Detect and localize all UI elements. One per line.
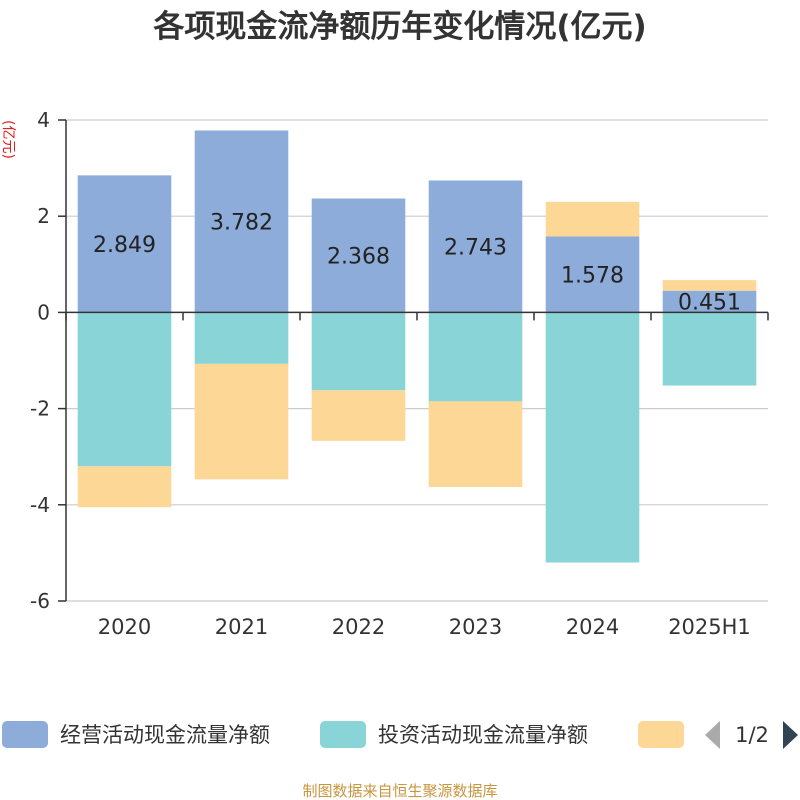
source-note: 制图数据来自恒生聚源数据库 — [302, 782, 497, 800]
x-tick-label: 2025H1 — [668, 615, 751, 639]
legend-swatch-third[interactable] — [638, 721, 684, 748]
bar-series-2-2023[interactable] — [428, 401, 523, 488]
data-label: 2.743 — [444, 235, 507, 260]
bar-series-0-2020[interactable] — [77, 175, 172, 313]
bar-series-0-2022[interactable] — [311, 198, 406, 313]
chart-title: 各项现金流净额历年变化情况(亿元) — [152, 9, 646, 45]
x-tick-label: 2021 — [215, 615, 268, 639]
bar-series-2-2022[interactable] — [311, 390, 406, 441]
bar-series-0-2021[interactable] — [194, 130, 289, 313]
bar-series-1-2021[interactable] — [194, 312, 289, 364]
data-labels-layer: 2.849 3.782 2.368 2.743 1.578 0.451 — [93, 210, 741, 315]
y-axis-unit-label: (亿元) — [0, 120, 16, 159]
bar-series-1-2022[interactable] — [311, 312, 406, 391]
bar-series-0-2023[interactable] — [428, 180, 523, 313]
x-tick-label: 2020 — [98, 615, 151, 639]
y-tick-label: -4 — [30, 493, 50, 517]
legend-label-operating[interactable]: 经营活动现金流量净额 — [60, 723, 270, 747]
y-tick-label: -2 — [30, 397, 50, 421]
data-label: 3.782 — [210, 210, 273, 235]
bar-series-2-2025H1[interactable] — [662, 280, 757, 291]
bar-series-2-2020[interactable] — [77, 466, 172, 508]
bar-series-1-2025H1[interactable] — [662, 312, 757, 386]
x-tick-label: 2023 — [449, 615, 502, 639]
bar-series-2-2024[interactable] — [545, 201, 640, 237]
legend-swatch-operating[interactable] — [2, 721, 48, 748]
data-label: 1.578 — [561, 263, 624, 288]
legend-label-investing[interactable]: 投资活动现金流量净额 — [378, 723, 588, 747]
bar-series-0-2024[interactable] — [545, 236, 640, 313]
data-label: 2.849 — [93, 233, 156, 258]
y-tick-label: 4 — [37, 108, 50, 132]
bar-series-1-2020[interactable] — [77, 312, 172, 467]
grid-layer — [66, 119, 768, 602]
bar-series-1-2024[interactable] — [545, 312, 640, 563]
x-tick-label: 2022 — [332, 615, 385, 639]
legend-prev-page-icon[interactable] — [705, 721, 720, 749]
y-tick-label: 0 — [37, 300, 50, 324]
bar-series-1-2023[interactable] — [428, 312, 523, 402]
data-label: 2.368 — [327, 244, 390, 269]
axis-layer: -6 -4 -2 0 2 4 2020 2021 2022 2023 2024 2025H1 — [30, 108, 769, 639]
y-tick-label: -6 — [30, 589, 50, 613]
y-tick-label: 2 — [37, 204, 50, 228]
bar-series-0-2025H1[interactable] — [662, 290, 757, 313]
legend-swatch-investing[interactable] — [320, 721, 366, 748]
legend-next-page-icon[interactable] — [783, 721, 798, 749]
bars-layer — [77, 130, 757, 563]
bar-series-2-2021[interactable] — [194, 363, 289, 480]
legend: 经营活动现金流量净额 投资活动现金流量净额 1/2 — [2, 721, 798, 749]
legend-page-indicator: 1/2 — [735, 723, 769, 747]
data-label: 0.451 — [678, 291, 741, 316]
x-tick-label: 2024 — [566, 615, 619, 639]
